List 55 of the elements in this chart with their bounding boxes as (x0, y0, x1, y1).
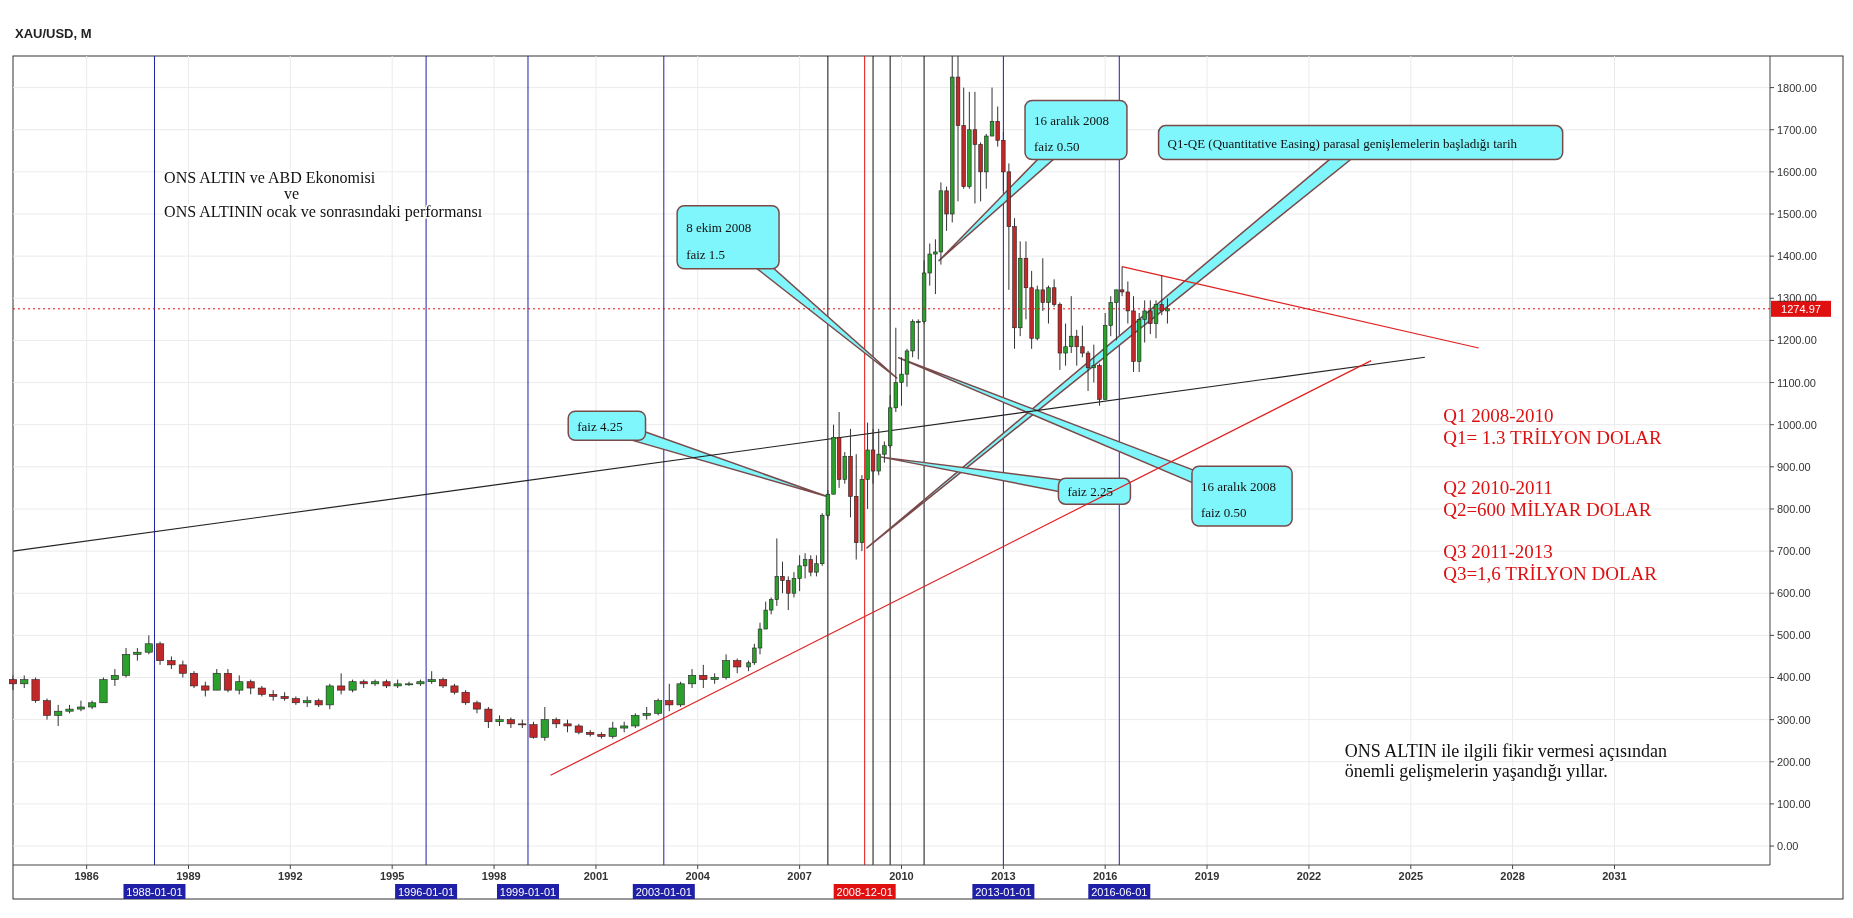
annotation: faiz 2.25 (1067, 484, 1113, 500)
x-tick-label: 1998 (481, 870, 507, 882)
y-tick-label: 300.00 (1777, 713, 1811, 726)
y-tick-label: 400.00 (1777, 671, 1811, 684)
annotation: faiz 4.25 (577, 418, 623, 434)
x-tick-label: 2001 (583, 870, 609, 882)
y-tick-label: 1400.00 (1777, 250, 1817, 263)
ref-line-label: 1996-01-01 (397, 885, 455, 898)
y-tick-label: 1700.00 (1777, 123, 1817, 136)
x-tick-label: 2025 (1398, 870, 1424, 882)
x-tick-label: 1992 (278, 870, 303, 882)
x-tick-label: 2022 (1296, 870, 1322, 882)
ref-line-label: 2003-01-01 (635, 885, 692, 898)
y-tick-label: 1800.00 (1777, 81, 1817, 94)
annotation: 16 aralık 2008 faiz 0.50 (1034, 112, 1110, 154)
y-tick-label: 500.00 (1777, 629, 1811, 642)
chart-title: XAU/USD, M (15, 26, 92, 41)
x-tick-label: 2028 (1500, 870, 1525, 882)
annotation: Q2 2010-2011 Q2=600 MİLYAR DOLAR (1443, 476, 1652, 520)
y-tick-label: 600.00 (1777, 587, 1811, 600)
y-tick-label: 800.00 (1777, 502, 1811, 515)
annotation: 16 aralık 2008 faiz 0.50 (1200, 478, 1277, 520)
candlestick (43, 698, 51, 721)
ref-line-label: 1999-01-01 (499, 885, 557, 898)
y-tick-label: 100.00 (1777, 797, 1811, 810)
x-tick-label: 2031 (1602, 870, 1627, 882)
ref-line-label: 1988-01-01 (126, 885, 183, 898)
y-tick-label: 1100.00 (1777, 376, 1816, 389)
annotation: 8 ekim 2008 faiz 1.5 (686, 219, 752, 263)
y-tick-label: 200.00 (1777, 755, 1811, 768)
x-tick-label: 2007 (787, 870, 812, 882)
x-tick-label: 1995 (379, 870, 405, 882)
annotation: Q3 2011-2013 Q3=1,6 TRİLYON DOLAR (1443, 541, 1658, 585)
y-tick-label: 1600.00 (1777, 165, 1817, 178)
y-tick-label: 700.00 (1777, 545, 1811, 558)
y-tick-label: 0.00 (1777, 840, 1799, 853)
x-tick-label: 1986 (74, 870, 99, 882)
x-tick-label: 2016 (1092, 870, 1118, 882)
x-tick-label: 2010 (889, 870, 914, 882)
ref-line-label: 2008-12-01 (836, 885, 893, 898)
y-tick-label: 900.00 (1777, 460, 1811, 473)
ref-line-label: 1274.97 (1781, 302, 1821, 315)
y-tick-label: 1500.00 (1777, 208, 1817, 221)
annotation: Q1 2008-2010 Q1= 1.3 TRİLYON DOLAR (1443, 405, 1663, 449)
annotation: ONS ALTIN ile ilgili fikir vermesi açısından önemli gelişmelerin yaşandığı yıllar. (1344, 740, 1668, 782)
y-tick-label: 1200.00 (1777, 334, 1817, 347)
y-tick-label: 1000.00 (1777, 418, 1817, 431)
x-tick-label: 1989 (176, 870, 201, 882)
ref-line-label: 2016-06-01 (1091, 885, 1148, 898)
annotation: Q1-QE (Quantitative Easing) parasal genişlemelerin başladığı tarih (1167, 135, 1518, 151)
x-tick-label: 2013 (991, 870, 1016, 882)
candlestick (77, 700, 85, 712)
x-tick-label: 2019 (1194, 870, 1220, 882)
ref-line-label: 2013-01-01 (975, 885, 1032, 898)
x-tick-label: 2004 (685, 870, 711, 882)
